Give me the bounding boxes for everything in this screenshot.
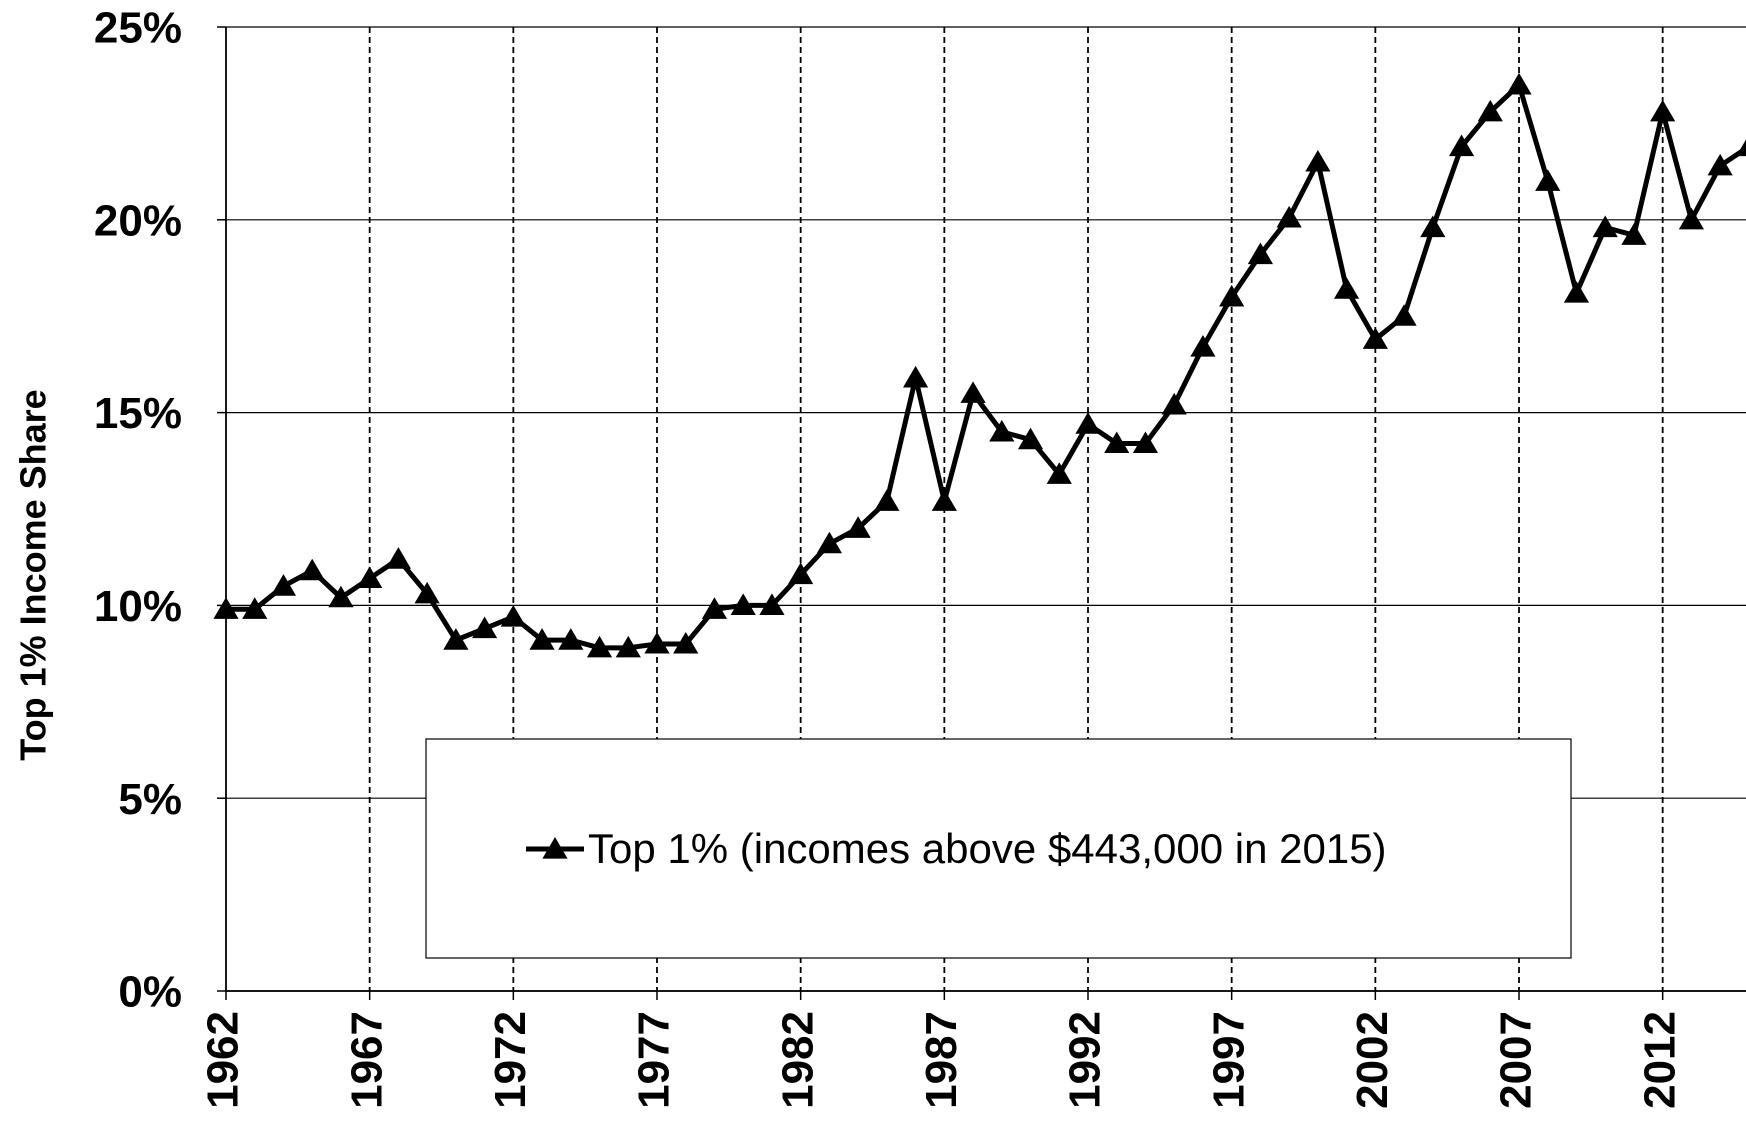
marker	[270, 574, 297, 596]
series-line	[226, 80, 1746, 651]
marker	[1075, 412, 1101, 434]
marker	[1650, 99, 1676, 122]
y-tick-label: 15%	[94, 389, 182, 438]
marker	[558, 628, 584, 650]
marker	[500, 604, 526, 627]
marker	[443, 628, 469, 650]
x-tick-label: 1987	[917, 1011, 966, 1109]
y-tick-label: 0%	[118, 968, 182, 1017]
marker	[1678, 207, 1705, 230]
marker	[1563, 281, 1590, 303]
x-tick-label: 1992	[1061, 1011, 1110, 1109]
marker	[586, 635, 613, 658]
marker	[960, 381, 986, 403]
marker	[1190, 335, 1216, 357]
marker	[701, 597, 728, 619]
marker	[759, 593, 785, 615]
marker	[414, 581, 440, 604]
y-tick-label: 20%	[94, 196, 182, 245]
x-tick-label: 2012	[1635, 1011, 1684, 1109]
y-axis-label: Top 1% Income Share	[13, 389, 54, 760]
x-tick-label: 1977	[630, 1011, 679, 1109]
marker	[874, 489, 900, 511]
y-tick-label: 25%	[94, 4, 182, 53]
legend-marker	[542, 837, 568, 859]
x-tick-label: 1972	[486, 1011, 535, 1109]
plot-area	[213, 72, 1746, 658]
y-tick-label: 5%	[118, 775, 182, 824]
marker	[1017, 427, 1044, 450]
marker	[299, 558, 325, 581]
marker	[931, 489, 957, 511]
marker	[1104, 431, 1130, 454]
marker	[1592, 215, 1618, 238]
marker	[1506, 72, 1532, 95]
marker	[673, 631, 699, 654]
marker	[903, 365, 929, 388]
marker	[1305, 149, 1331, 172]
marker	[1420, 215, 1446, 238]
marker	[1334, 277, 1360, 299]
marker	[788, 562, 814, 585]
marker	[472, 616, 498, 639]
marker	[529, 628, 555, 650]
marker	[816, 531, 843, 554]
marker	[1448, 134, 1475, 157]
marker	[730, 593, 756, 615]
marker	[1161, 392, 1187, 415]
marker	[357, 566, 383, 589]
marker	[1046, 462, 1072, 484]
x-tick-label: 1997	[1204, 1011, 1253, 1109]
y-tick-label: 10%	[94, 582, 182, 631]
marker	[1276, 205, 1302, 228]
marker	[1391, 304, 1417, 326]
marker	[213, 597, 239, 619]
x-tick-label: 1962	[199, 1011, 248, 1109]
marker	[1132, 431, 1159, 454]
marker	[1362, 327, 1388, 349]
marker	[328, 585, 354, 608]
marker	[615, 635, 641, 658]
x-tick-label: 2002	[1348, 1011, 1397, 1109]
marker	[1477, 99, 1503, 122]
marker	[242, 597, 268, 619]
marker	[989, 419, 1015, 442]
marker	[385, 547, 412, 569]
marker	[644, 631, 670, 654]
marker	[1535, 169, 1561, 191]
legend-label: Top 1% (incomes above $443,000 in 2015)	[588, 825, 1387, 872]
x-tick-label: 1982	[773, 1011, 822, 1109]
marker	[1247, 242, 1274, 265]
marker	[1736, 139, 1746, 157]
legend	[425, 738, 1572, 959]
x-tick-label: 1967	[342, 1011, 391, 1109]
marker	[1707, 153, 1733, 176]
marker	[1219, 284, 1245, 307]
marker	[1621, 223, 1647, 245]
marker	[845, 516, 871, 538]
x-tick-label: 2007	[1492, 1011, 1541, 1109]
